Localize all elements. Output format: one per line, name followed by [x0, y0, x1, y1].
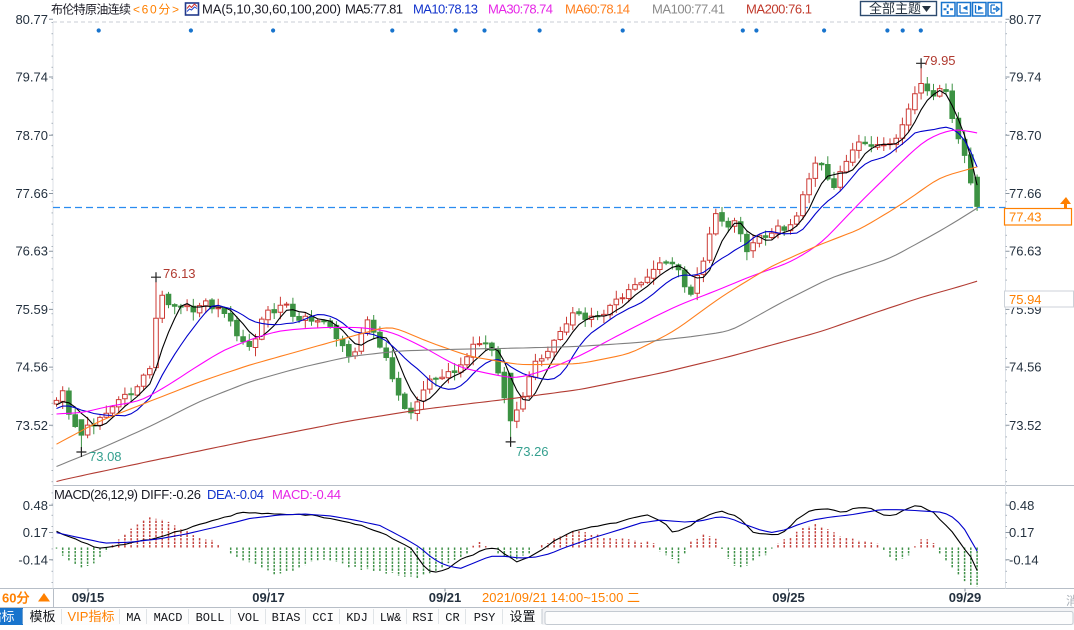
svg-text:77.66: 77.66	[15, 186, 48, 201]
svg-text:-0.14: -0.14	[1009, 552, 1039, 567]
svg-text:73.52: 73.52	[15, 418, 48, 433]
svg-text:VIP指标: VIP指标	[68, 609, 115, 624]
svg-text:73.52: 73.52	[1009, 418, 1042, 433]
svg-text:DEA:-0.04: DEA:-0.04	[207, 487, 264, 502]
svg-text:79.74: 79.74	[15, 70, 48, 85]
svg-text:78.70: 78.70	[1009, 128, 1042, 143]
svg-text:76.63: 76.63	[15, 244, 48, 259]
svg-text:09/15: 09/15	[72, 590, 105, 605]
svg-text:74.56: 74.56	[15, 360, 48, 375]
svg-text:PSY: PSY	[474, 611, 496, 625]
svg-text:CCI: CCI	[312, 611, 334, 625]
svg-text:MACD:-0.44: MACD:-0.44	[272, 487, 341, 502]
svg-text:73.26: 73.26	[516, 444, 549, 459]
svg-text:模板: 模板	[29, 609, 55, 624]
svg-text:指标: 指标	[0, 609, 15, 624]
svg-text:09/29: 09/29	[949, 590, 982, 605]
svg-text:76.63: 76.63	[1009, 244, 1042, 259]
svg-text:77.66: 77.66	[1009, 186, 1042, 201]
svg-text:09/25: 09/25	[772, 590, 805, 605]
svg-text:全部主题: 全部主题	[869, 1, 921, 16]
svg-text:MA10:78.13: MA10:78.13	[413, 2, 478, 17]
svg-text:60分: 60分	[2, 591, 29, 606]
svg-text:MACD: MACD	[154, 611, 183, 625]
svg-text:76.13: 76.13	[163, 266, 196, 281]
svg-text:DIFF:-0.26: DIFF:-0.26	[141, 487, 201, 502]
svg-text:0.17: 0.17	[1009, 525, 1034, 540]
svg-text:KDJ: KDJ	[346, 611, 368, 625]
svg-text:MA: MA	[126, 611, 141, 625]
svg-text:消: 消	[1066, 594, 1074, 608]
svg-text:2021/09/21 14:00~15:00 二: 2021/09/21 14:00~15:00 二	[482, 590, 640, 605]
svg-text:MA(5,10,30,60,100,200): MA(5,10,30,60,100,200)	[202, 2, 341, 17]
svg-text:09/17: 09/17	[252, 590, 285, 605]
svg-text:设置: 设置	[509, 609, 535, 624]
svg-text:布伦特原油连续: 布伦特原油连续	[51, 2, 131, 17]
svg-text:79.95: 79.95	[923, 53, 956, 68]
svg-text:77.43: 77.43	[1009, 210, 1042, 225]
svg-text:73.08: 73.08	[89, 449, 122, 464]
svg-text:80.77: 80.77	[15, 12, 48, 27]
svg-text:74.56: 74.56	[1009, 360, 1042, 375]
svg-text:MA60:78.14: MA60:78.14	[565, 2, 630, 17]
svg-text:09/21: 09/21	[429, 590, 462, 605]
svg-text:MA5:77.81: MA5:77.81	[345, 2, 403, 17]
svg-text:79.74: 79.74	[1009, 70, 1042, 85]
svg-text:75.59: 75.59	[15, 302, 48, 317]
svg-text:MA30:78.74: MA30:78.74	[488, 2, 553, 17]
svg-text:MACD(26,12,9): MACD(26,12,9)	[54, 487, 138, 502]
svg-text:RSI: RSI	[412, 611, 434, 625]
svg-text:BIAS: BIAS	[272, 611, 301, 625]
svg-text:0.48: 0.48	[1009, 498, 1034, 513]
svg-text:<60分>: <60分>	[133, 3, 179, 17]
svg-text:75.94: 75.94	[1009, 292, 1042, 307]
svg-text:LW&: LW&	[380, 611, 402, 625]
svg-text:MA100:77.41: MA100:77.41	[652, 2, 725, 17]
svg-text:-0.14: -0.14	[18, 552, 48, 567]
svg-text:0.17: 0.17	[23, 525, 48, 540]
svg-text:78.70: 78.70	[15, 128, 48, 143]
svg-text:CR: CR	[445, 611, 459, 625]
svg-text:BOLL: BOLL	[196, 611, 225, 625]
svg-text:0.48: 0.48	[23, 498, 48, 513]
svg-text:MA200:76.1: MA200:76.1	[746, 2, 812, 17]
svg-text:VOL: VOL	[238, 611, 260, 625]
svg-text:80.77: 80.77	[1009, 12, 1042, 27]
